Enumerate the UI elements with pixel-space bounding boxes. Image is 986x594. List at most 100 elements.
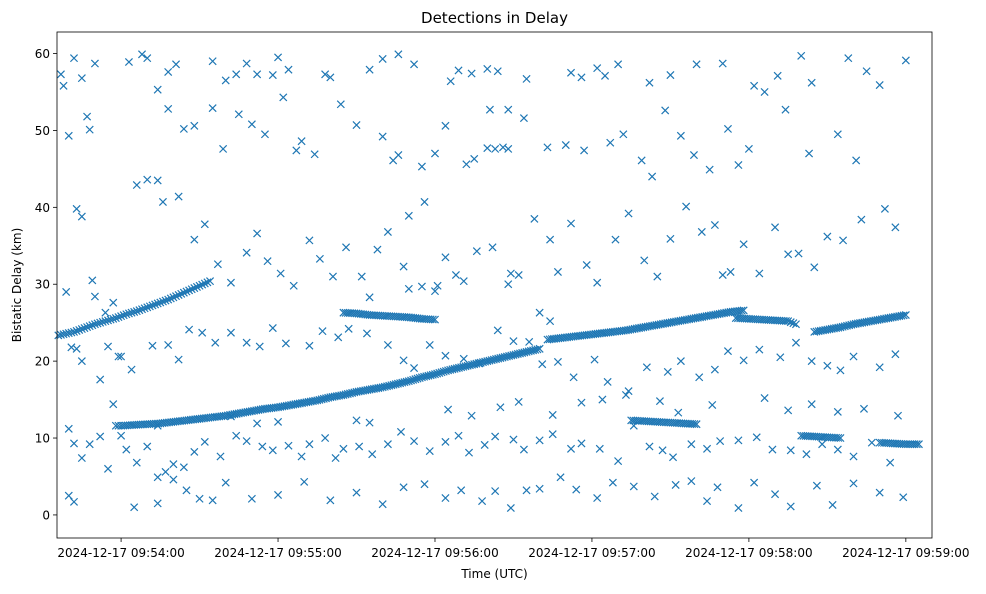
noise-point (522, 74, 531, 83)
noise-point (169, 460, 178, 469)
noise-point (645, 442, 654, 451)
noise-point (232, 70, 241, 79)
noise-point (543, 143, 552, 152)
noise-point (221, 76, 230, 85)
noise-point (849, 479, 858, 488)
track-right-upper-point (899, 311, 908, 320)
noise-point (297, 137, 306, 146)
noise-point (274, 490, 283, 499)
noise-point (867, 438, 876, 447)
track-left-upper-point (190, 284, 199, 293)
track-mid-center-point (739, 306, 748, 315)
noise-point (77, 74, 86, 83)
track-right-flat-point (784, 317, 793, 326)
noise-point (383, 440, 392, 449)
noise-point (655, 397, 664, 406)
noise-point (807, 357, 816, 366)
noise-point (103, 464, 113, 473)
track-left-upper-point (151, 300, 160, 309)
noise-point (669, 453, 678, 462)
x-tick-label: 2024-12-17 09:57:00 (528, 546, 655, 560)
noise-point (682, 202, 691, 211)
noise-point (611, 235, 620, 244)
noise-point (352, 121, 361, 130)
noise-point (488, 243, 497, 252)
noise-point (504, 144, 513, 153)
noise-point (420, 480, 429, 489)
noise-point (666, 234, 675, 243)
noise-point (519, 114, 528, 123)
noise-point (781, 105, 790, 114)
noise-point (786, 446, 795, 455)
y-tick-label: 50 (35, 124, 50, 138)
noise-point (399, 483, 408, 492)
noise-point (859, 404, 869, 413)
noise-point (577, 73, 586, 82)
noise-point (760, 394, 769, 403)
track-left-upper-point (75, 325, 84, 335)
track-left-upper-point (179, 288, 188, 297)
noise-point (321, 434, 330, 443)
noise-point (263, 257, 272, 266)
noise-point (158, 197, 167, 206)
noise-point (828, 500, 837, 509)
noise-point (232, 431, 241, 440)
track-bottom-right-point (912, 440, 921, 449)
noise-point (786, 502, 795, 511)
noise-point (219, 144, 228, 153)
track-left-upper-point (88, 321, 97, 330)
noise-point (321, 70, 330, 79)
noise-point (441, 253, 450, 262)
track-left-upper-point (67, 328, 76, 337)
noise-point (593, 493, 602, 503)
noise-point (784, 406, 793, 415)
noise-point (566, 444, 576, 453)
noise-point (130, 503, 139, 512)
noise-point (504, 105, 513, 114)
noise-point (96, 375, 105, 384)
noise-point (637, 156, 646, 165)
noise-point (198, 328, 207, 337)
track-left-upper-point (93, 319, 102, 328)
noise-point (548, 410, 557, 419)
noise-point (580, 146, 589, 155)
noise-point (425, 447, 434, 456)
noise-point (519, 445, 528, 454)
track-left-upper-point (72, 326, 81, 335)
noise-point (213, 260, 222, 269)
noise-point (522, 486, 531, 495)
noise-point (200, 437, 209, 446)
track-low-mid-point (690, 420, 699, 429)
noise-point (566, 219, 576, 228)
x-tick-label: 2024-12-17 09:56:00 (371, 546, 498, 560)
noise-point (127, 365, 136, 374)
noise-point (650, 492, 659, 501)
noise-point (404, 284, 413, 293)
noise-point (773, 71, 782, 80)
noise-point (310, 150, 319, 159)
noise-point (716, 437, 725, 446)
noise-point (553, 267, 562, 276)
noise-point (383, 340, 392, 350)
noise-point (64, 491, 73, 500)
noise-point (485, 105, 494, 114)
noise-point (603, 377, 612, 386)
noise-point (143, 175, 152, 184)
noise-point (530, 214, 539, 223)
y-tick-label: 20 (35, 355, 50, 369)
noise-point (342, 243, 351, 252)
noise-point (365, 65, 374, 74)
noise-point (509, 435, 518, 444)
noise-point (143, 54, 152, 63)
noise-point (802, 450, 811, 459)
noise-point (326, 496, 335, 505)
noise-point (875, 81, 884, 90)
noise-point (352, 416, 361, 425)
noise-point (797, 51, 806, 60)
noise-point (153, 421, 162, 430)
noise-point (90, 292, 99, 301)
noise-point (459, 277, 468, 286)
noise-point (274, 53, 283, 62)
noise-point (875, 363, 884, 372)
track-left-upper-point (106, 315, 115, 324)
